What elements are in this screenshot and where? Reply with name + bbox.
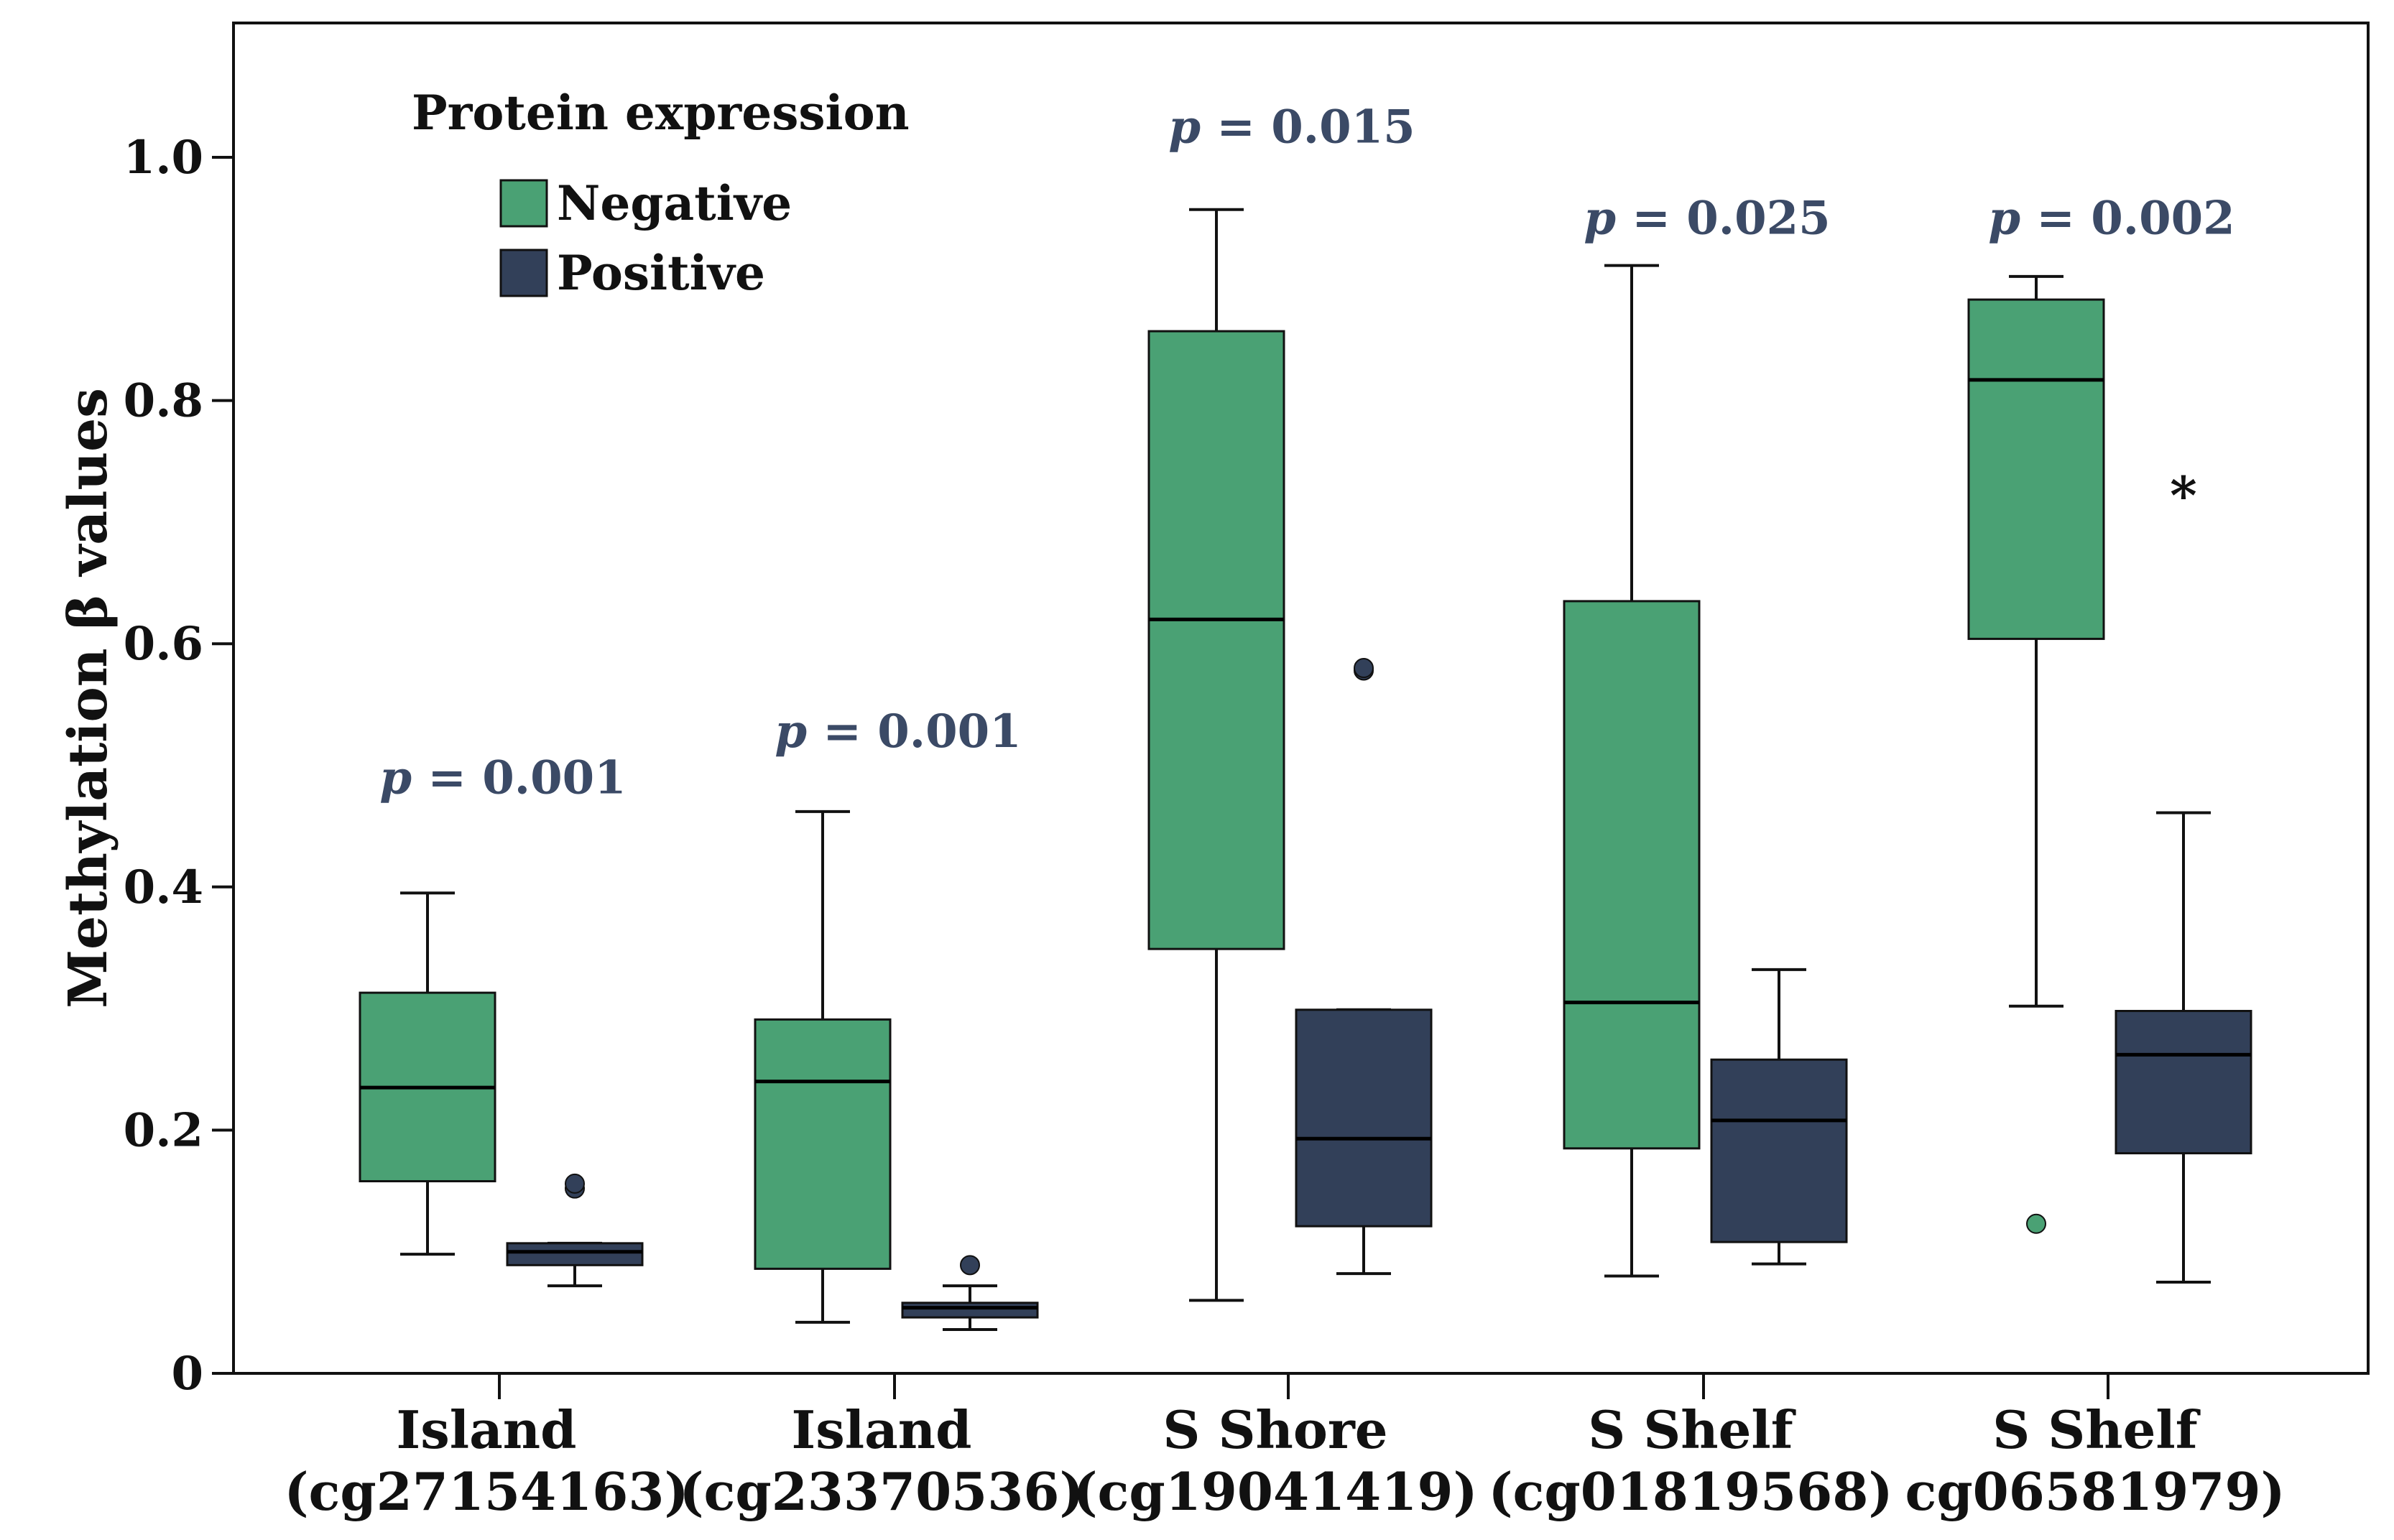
category-label-line1: Island (792, 1399, 972, 1460)
category-label-line1: S Shelf (1992, 1399, 2201, 1460)
box-iqr (506, 1242, 644, 1266)
box-positive (901, 1255, 1039, 1332)
extreme-outlier-star: * (2170, 465, 2197, 526)
box-iqr (754, 1018, 892, 1270)
p-value-label: p = 0.015 (1168, 101, 1415, 154)
box-negative (359, 891, 496, 1256)
y-tick-label: 1.0 (124, 131, 203, 185)
p-value-label: p = 0.001 (775, 705, 1021, 759)
category-label-line1: S Shelf (1588, 1399, 1796, 1460)
p-value-label: p = 0.001 (379, 751, 626, 804)
p-value-label: p = 0.002 (1988, 192, 2234, 246)
legend-label-negative: Negative (557, 175, 792, 231)
p-value-symbol: p (1988, 192, 2036, 246)
p-value-symbol: p (1168, 101, 1216, 154)
p-value-label: p = 0.025 (1584, 192, 1830, 246)
legend: Protein expression Negative Positive (412, 85, 910, 301)
category-label-line2: cg06581979) (1905, 1461, 2285, 1522)
outlier-point (1354, 658, 1374, 679)
y-tick-label: 0.2 (124, 1103, 203, 1157)
legend-swatch-positive (499, 249, 548, 297)
box-negative (1147, 208, 1285, 1302)
box-groups: * (359, 208, 2252, 1332)
y-tick-label: 0.4 (124, 861, 203, 914)
x-axis: Island(cg27154163)Island(cg23370536)S Sh… (284, 1373, 2286, 1522)
outlier-point (2026, 1213, 2046, 1234)
legend-label-positive: Positive (557, 245, 765, 301)
legend-title: Protein expression (412, 85, 910, 141)
y-tick-label: 0 (171, 1347, 203, 1401)
box-positive: * (2115, 465, 2252, 1284)
box-negative (1967, 274, 2105, 1234)
box-iqr (1710, 1058, 1848, 1243)
box-iqr (1295, 1008, 1433, 1228)
category-label-line1: Island (397, 1399, 577, 1460)
p-value-symbol: p (1584, 192, 1632, 246)
y-axis-title: Methylation β values (57, 388, 119, 1008)
box-negative (1563, 264, 1701, 1278)
box-positive (1295, 658, 1433, 1276)
category-label-line2: (cg27154163) (284, 1461, 688, 1522)
p-value-number: = 0.025 (1632, 192, 1830, 246)
box-iqr (2115, 1009, 2252, 1155)
p-value-symbol: p (379, 751, 428, 804)
category-label-line2: (cg23370536) (679, 1461, 1083, 1522)
p-value-number: = 0.001 (823, 705, 1021, 759)
box-iqr (901, 1302, 1039, 1319)
box-iqr (1967, 298, 2105, 640)
outlier-point (960, 1255, 980, 1276)
outlier-point (565, 1173, 585, 1194)
legend-swatch-negative (499, 179, 548, 228)
box-iqr (1563, 600, 1701, 1150)
box-positive (506, 1173, 644, 1288)
box-negative (754, 810, 892, 1324)
category-label-line1: S Shore (1163, 1399, 1387, 1460)
category-label-line2: (cg19041419) (1073, 1461, 1477, 1522)
y-tick-label: 0.6 (124, 617, 203, 671)
p-value-number: = 0.002 (2036, 192, 2234, 246)
box-positive (1710, 968, 1848, 1266)
p-value-number: = 0.015 (1216, 101, 1415, 154)
box-iqr (1147, 330, 1285, 950)
p-value-number: = 0.001 (428, 751, 626, 804)
category-label-line2: (cg01819568) (1488, 1461, 1892, 1522)
p-value-symbol: p (775, 705, 823, 759)
y-tick-label: 0.8 (124, 374, 203, 428)
y-axis: 0 0.2 0.4 0.6 0.8 1.0 (124, 23, 235, 1401)
